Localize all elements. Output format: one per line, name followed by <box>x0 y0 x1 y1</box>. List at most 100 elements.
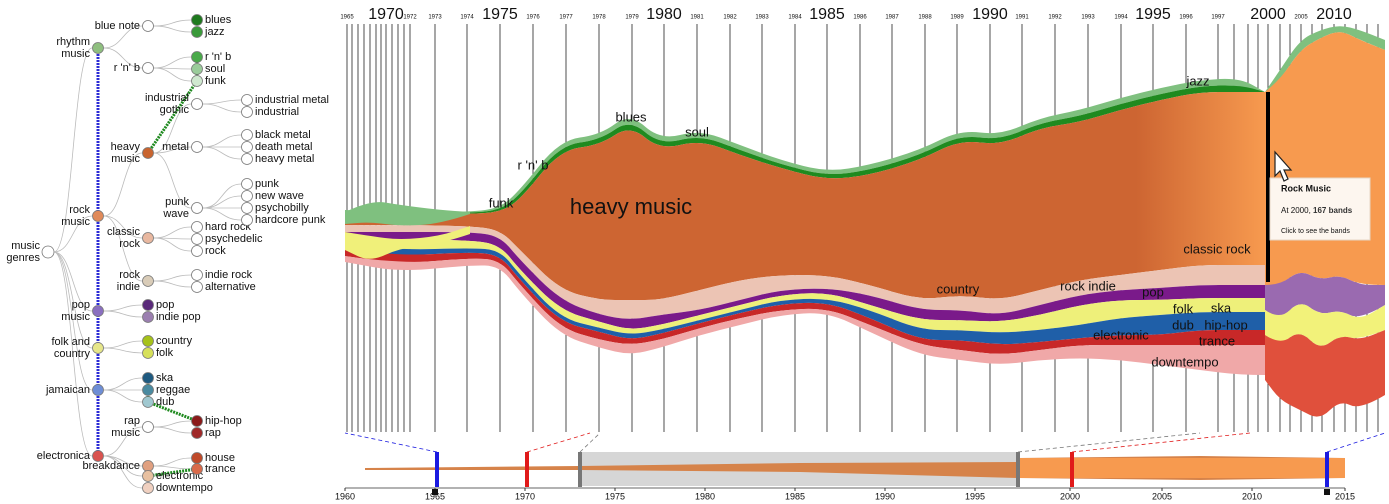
tree-node[interactable] <box>241 214 253 226</box>
stream-band[interactable] <box>345 225 1265 319</box>
tree-node[interactable] <box>191 63 203 75</box>
tree-node[interactable] <box>142 372 154 384</box>
stream-band[interactable] <box>1265 330 1385 417</box>
tree-node[interactable] <box>191 75 203 87</box>
tree-label: punk <box>255 178 279 190</box>
stream-band[interactable] <box>345 202 470 226</box>
tree-node[interactable] <box>92 42 104 54</box>
tree-edge <box>103 47 143 69</box>
tree-node[interactable] <box>191 269 203 281</box>
tree-node[interactable] <box>142 62 154 74</box>
tree-node[interactable] <box>142 347 154 359</box>
tree-node[interactable] <box>142 421 154 433</box>
lock-icon[interactable] <box>1324 489 1330 495</box>
tree-label: rock <box>69 204 90 216</box>
stream-label: r 'n' b <box>518 157 549 172</box>
year-label: 1978 <box>592 15 606 21</box>
stream-label: funk <box>489 195 514 210</box>
tree-node[interactable] <box>142 147 154 159</box>
tree-node[interactable] <box>142 20 154 32</box>
tree-node[interactable] <box>191 51 203 63</box>
tree-label: blues <box>205 14 232 26</box>
stream-band[interactable] <box>345 238 1265 334</box>
tree-label: music <box>61 311 90 323</box>
tree-node[interactable] <box>92 342 104 354</box>
focus-handle[interactable] <box>525 452 529 487</box>
tree-node[interactable] <box>191 202 203 214</box>
tree-node[interactable] <box>241 202 253 214</box>
tree-node[interactable] <box>41 245 55 259</box>
tree-node[interactable] <box>142 396 154 408</box>
stream-label: dub <box>1172 317 1194 332</box>
tree-node[interactable] <box>241 190 253 202</box>
tree-node[interactable] <box>241 178 253 190</box>
tree-label: wave <box>162 208 189 220</box>
stream-band[interactable] <box>345 226 470 259</box>
tree-label: folk and <box>51 336 90 348</box>
focus-handle[interactable] <box>1325 452 1329 487</box>
tree-node[interactable] <box>191 233 203 245</box>
tree-label: pop <box>156 299 174 311</box>
tree-node[interactable] <box>241 153 253 165</box>
tree-label: hardcore punk <box>255 214 326 226</box>
tree-node[interactable] <box>241 94 253 106</box>
tree-node[interactable] <box>241 106 253 118</box>
tree-node[interactable] <box>191 463 203 475</box>
tree-label: music <box>61 48 90 60</box>
tree-edge <box>153 457 192 467</box>
stream-band[interactable] <box>1265 26 1385 92</box>
tree-edge <box>202 207 242 221</box>
lock-icon[interactable] <box>432 489 438 495</box>
tree-node[interactable] <box>142 482 154 494</box>
tree-node[interactable] <box>92 210 104 222</box>
tree-node[interactable] <box>191 452 203 464</box>
tree-node[interactable] <box>142 311 154 323</box>
year-label: 1979 <box>625 15 639 21</box>
overview-year: 1980 <box>695 491 715 501</box>
tree-edge <box>153 19 192 27</box>
overview-year: 2000 <box>1060 491 1080 501</box>
tree-label: indie <box>117 281 140 293</box>
tree-node[interactable] <box>142 299 154 311</box>
tree-node[interactable] <box>191 221 203 233</box>
year-label: 1982 <box>723 15 737 21</box>
focus-connector <box>1071 432 1251 453</box>
tree-node[interactable] <box>142 384 154 396</box>
tree-node[interactable] <box>142 470 154 482</box>
year-label: 1997 <box>1211 15 1225 21</box>
tree-node[interactable] <box>241 129 253 141</box>
tree-node[interactable] <box>142 232 154 244</box>
focus-handle[interactable] <box>435 452 439 487</box>
tree-node[interactable] <box>92 384 104 396</box>
stream-band[interactable] <box>345 92 1265 300</box>
tree-label: punk <box>165 196 189 208</box>
stream-label: heavy music <box>570 194 692 219</box>
tree-node[interactable] <box>142 335 154 347</box>
stream-band[interactable] <box>345 256 1265 375</box>
tree-node[interactable] <box>191 415 203 427</box>
tree-node[interactable] <box>191 26 203 38</box>
tree-node[interactable] <box>191 98 203 110</box>
tree-node[interactable] <box>92 305 104 317</box>
focus-handle[interactable] <box>1070 452 1074 487</box>
tree-node[interactable] <box>191 14 203 26</box>
tooltip-title: Rock Music <box>1281 183 1331 193</box>
tree-node[interactable] <box>191 281 203 293</box>
focus-handle[interactable] <box>1016 452 1020 487</box>
tree-node[interactable] <box>191 245 203 257</box>
tree-node[interactable] <box>142 460 154 472</box>
focus-handle[interactable] <box>578 452 582 487</box>
stream-band[interactable] <box>1265 273 1385 317</box>
tree-node[interactable] <box>191 427 203 439</box>
year-label-major: 1970 <box>368 6 404 23</box>
tree-node[interactable] <box>142 275 154 287</box>
tree-node[interactable] <box>191 141 203 153</box>
tree-node[interactable] <box>241 141 253 153</box>
overview: 1960 1965 1970 1975 1980 1985 1990 1995 2000 2005… <box>335 432 1386 501</box>
overview-year: 1960 <box>335 491 355 501</box>
tree-node[interactable] <box>92 450 104 462</box>
tree-label: metal <box>162 141 189 153</box>
stream-band[interactable] <box>345 250 1265 354</box>
stream-band[interactable] <box>1265 304 1385 346</box>
